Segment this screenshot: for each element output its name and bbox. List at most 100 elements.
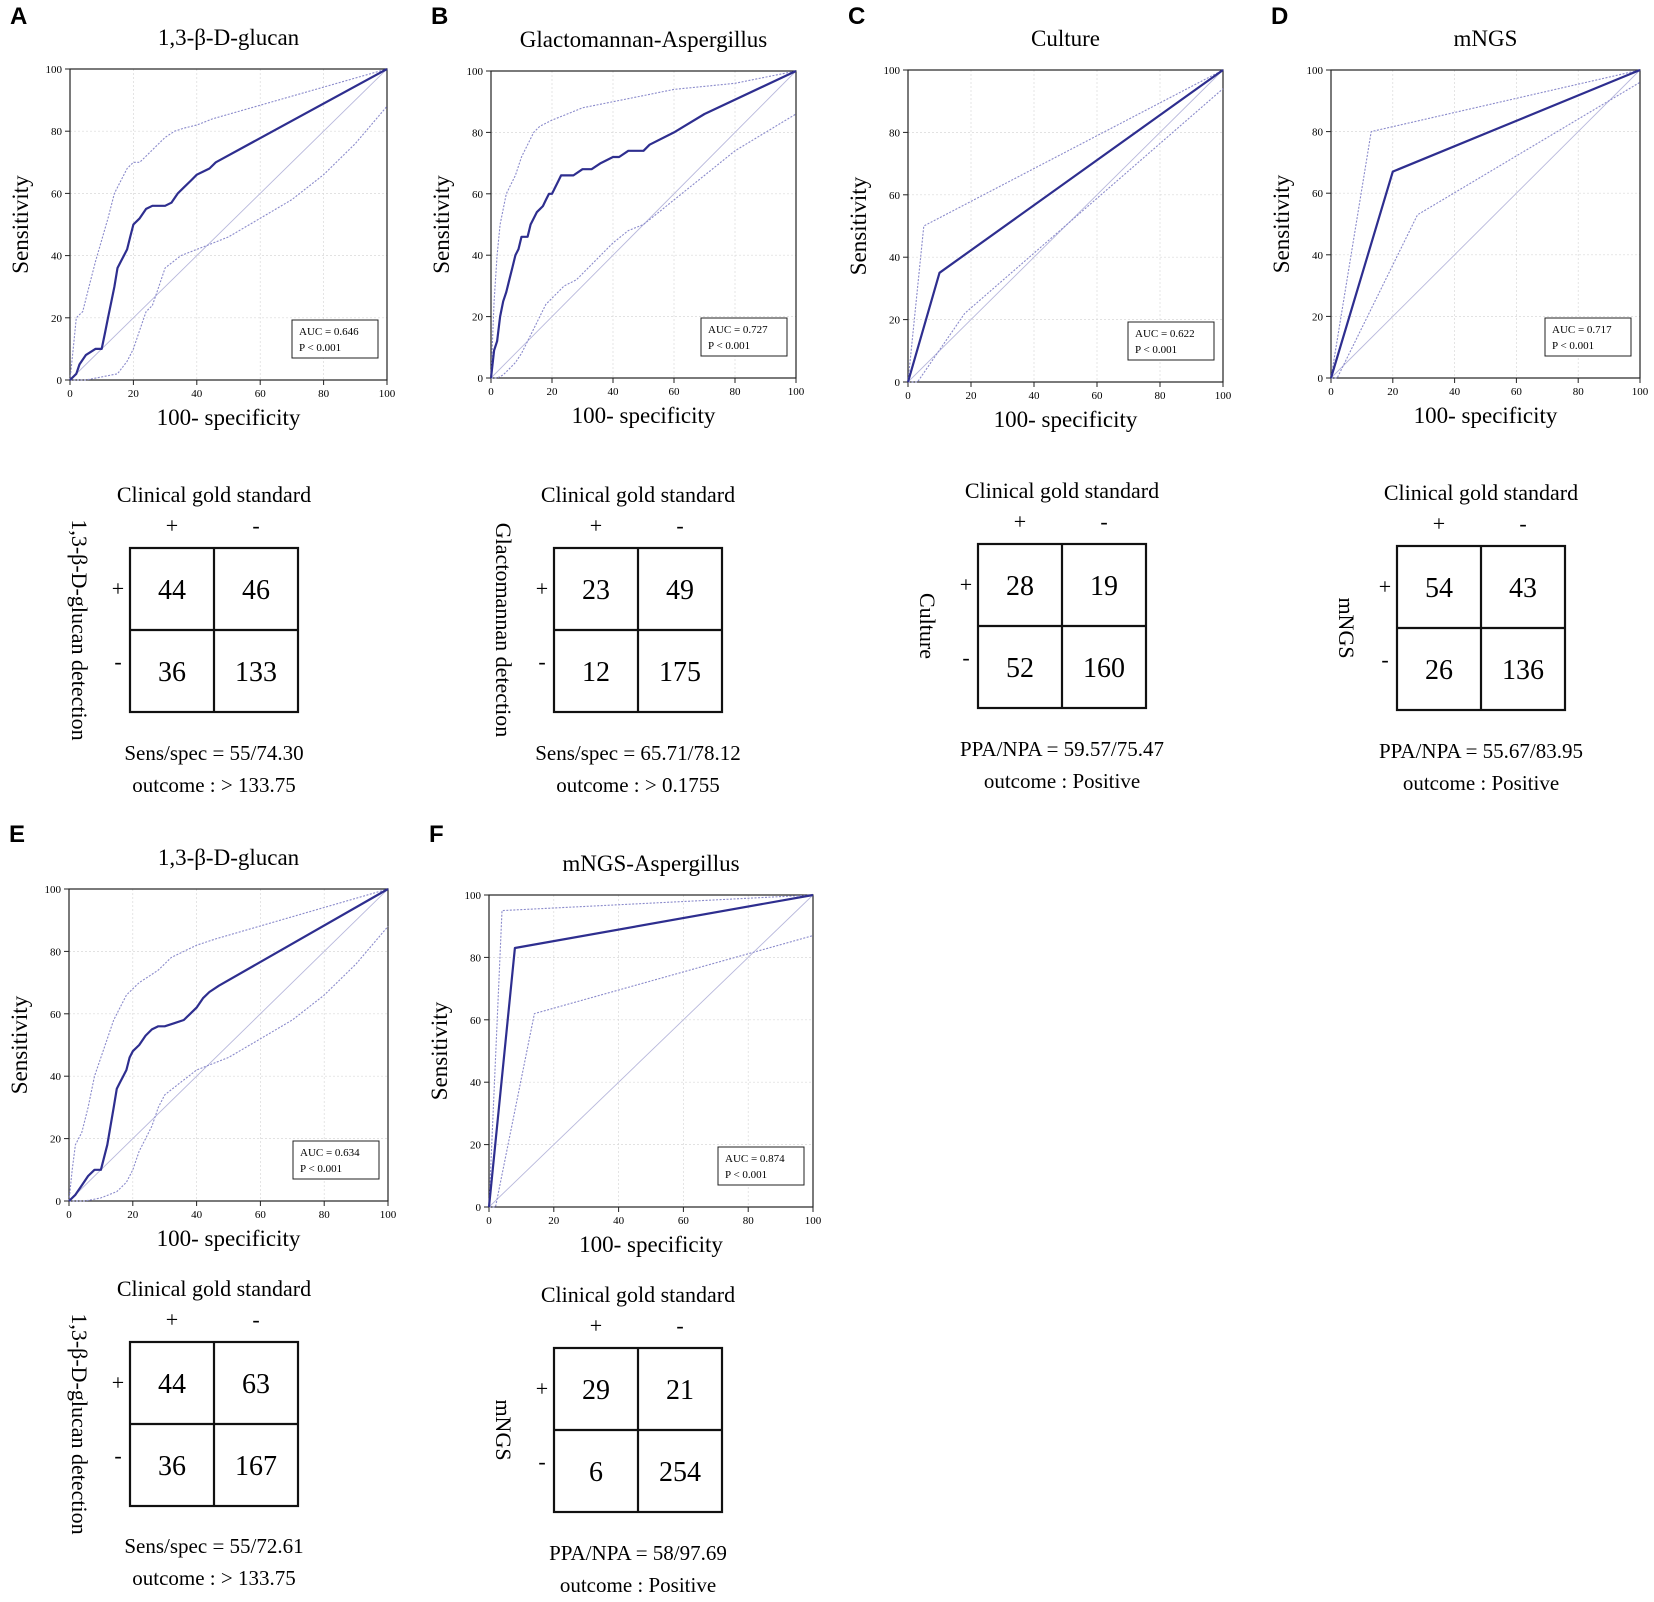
panel-c: C Culture 00 20 20 40 40 60 60 80 80 100 100 100- spe… — [846, 3, 1232, 793]
chart-title: mNGS-Aspergillus — [562, 851, 739, 876]
auc-frame — [291, 319, 379, 359]
x-axis-label: 100- specificity — [579, 1232, 723, 1257]
row-plus-label: + — [112, 1370, 124, 1395]
reference-diagonal — [69, 68, 388, 381]
ci-lower-curve — [70, 105, 388, 381]
roc-curve — [1329, 68, 1641, 379]
x-tick-label: 80 — [743, 1215, 755, 1227]
stat-line-2: outcome : Positive — [984, 769, 1140, 793]
table-cell: 12 — [582, 657, 610, 688]
x-tick-label: 0 — [905, 390, 911, 402]
y-tick-label: 80 — [889, 127, 901, 139]
y-tick-label: 60 — [889, 190, 901, 202]
x-tick-label: 60 — [1511, 386, 1523, 398]
reference-diagonal — [907, 69, 1224, 383]
chart-title: Glactomannan-Aspergillus — [520, 27, 767, 52]
contingency-table: Clinical gold standard + - + - 29 21 6 254 mNGS — [491, 1282, 735, 1514]
y-tick-label: 100 — [467, 66, 484, 78]
col-minus-label: - — [252, 513, 259, 538]
y-axis-label: Sensitivity — [1269, 174, 1294, 273]
y-tick-label: 0 — [478, 373, 484, 385]
ci-lower-curve — [908, 88, 1224, 383]
table-cell: 160 — [1083, 653, 1125, 684]
panel-letter: E — [9, 821, 25, 848]
y-tick-label: 100 — [884, 65, 901, 77]
ci-upper-curve — [1330, 69, 1641, 379]
x-axis-label: 100- specificity — [157, 1226, 301, 1251]
table-header: Clinical gold standard — [541, 1282, 735, 1307]
auc-value: AUC = 0.727 — [708, 324, 768, 336]
chart-title: Culture — [1031, 26, 1100, 51]
table-cell: 49 — [666, 575, 694, 606]
y-tick-label: 20 — [50, 1134, 62, 1146]
stat-line-1: Sens/spec = 55/72.61 — [124, 1534, 303, 1558]
table-header: Clinical gold standard — [1384, 480, 1578, 505]
table-row-label: mNGS — [491, 1399, 516, 1460]
roc-curve — [489, 70, 797, 379]
table-cell: 21 — [666, 1375, 694, 1406]
p-value: P < 0.001 — [299, 342, 341, 354]
table-cell: 167 — [235, 1451, 277, 1482]
x-tick-label: 40 — [1029, 390, 1041, 402]
ci-lower-curve — [491, 113, 797, 379]
panel-letter: A — [10, 3, 27, 30]
x-axis-label: 100- specificity — [1414, 403, 1558, 428]
table-cell: 26 — [1425, 655, 1453, 686]
p-value: P < 0.001 — [1552, 340, 1594, 352]
table-cell: 36 — [158, 1451, 186, 1482]
table-cell: 52 — [1006, 653, 1034, 684]
contingency-table: Clinical gold standard + - + - 44 46 36 133 1,3-β… — [67, 482, 311, 741]
gridlines — [489, 895, 813, 1207]
y-tick-label: 0 — [476, 1202, 482, 1214]
x-tick-label: 20 — [966, 390, 978, 402]
roc-curve — [906, 69, 1224, 383]
auc-box: AUC = 0.634 P < 0.001 — [292, 1140, 380, 1180]
plot-frame — [490, 70, 797, 379]
y-tick-label: 60 — [1312, 188, 1324, 200]
table-header: Clinical gold standard — [117, 1276, 311, 1301]
y-tick-label: 40 — [889, 252, 901, 264]
y-axis-label: Sensitivity — [427, 1001, 452, 1100]
y-tick-label: 0 — [1318, 373, 1324, 385]
table-header: Clinical gold standard — [541, 482, 735, 507]
reference-diagonal — [68, 888, 389, 1202]
roc-curve — [69, 68, 388, 381]
x-tick-label: 20 — [1387, 386, 1399, 398]
col-plus-label: + — [590, 513, 602, 538]
p-value: P < 0.001 — [300, 1163, 342, 1175]
row-minus-label: - — [114, 1443, 121, 1468]
col-plus-label: + — [590, 1313, 602, 1338]
y-tick-label: 40 — [51, 251, 63, 263]
y-tick-label: 20 — [472, 312, 484, 324]
contingency-table: Clinical gold standard + - + - 54 43 26 136 mNGS — [1334, 480, 1578, 712]
chart-title: 1,3-β-D-glucan — [158, 845, 300, 870]
table-cell: 44 — [158, 1369, 186, 1400]
x-tick-label: 40 — [191, 1209, 203, 1221]
p-value: P < 0.001 — [1135, 344, 1177, 356]
col-minus-label: - — [1519, 511, 1526, 536]
x-tick-label: 20 — [547, 386, 559, 398]
stat-line-2: outcome : > 133.75 — [132, 773, 296, 797]
panel-letter: B — [431, 3, 448, 30]
panel-b: B Glactomannan-Aspergillus 00 20 20 40 40 60 60 8… — [429, 3, 805, 797]
gridlines — [491, 71, 796, 378]
table-cell: 44 — [158, 575, 186, 606]
y-tick-label: 80 — [472, 127, 484, 139]
y-tick-label: 60 — [51, 188, 63, 200]
y-tick-label: 20 — [889, 315, 901, 327]
x-tick-label: 20 — [127, 1209, 139, 1221]
row-plus-label: + — [960, 572, 972, 597]
x-tick-label: 20 — [128, 388, 140, 400]
table-cell: 6 — [589, 1457, 603, 1488]
p-value: P < 0.001 — [725, 1169, 767, 1181]
table-row-label: mNGS — [1334, 597, 1359, 658]
stat-line-2: outcome : Positive — [560, 1573, 716, 1597]
ci-lower-curve — [489, 935, 814, 1208]
y-tick-label: 60 — [472, 189, 484, 201]
x-axis-label: 100- specificity — [994, 407, 1138, 432]
x-tick-label: 100 — [1215, 390, 1232, 402]
row-plus-label: + — [536, 576, 548, 601]
auc-frame — [1127, 321, 1215, 361]
plot-frame — [68, 888, 389, 1202]
plot-frame — [907, 69, 1224, 383]
